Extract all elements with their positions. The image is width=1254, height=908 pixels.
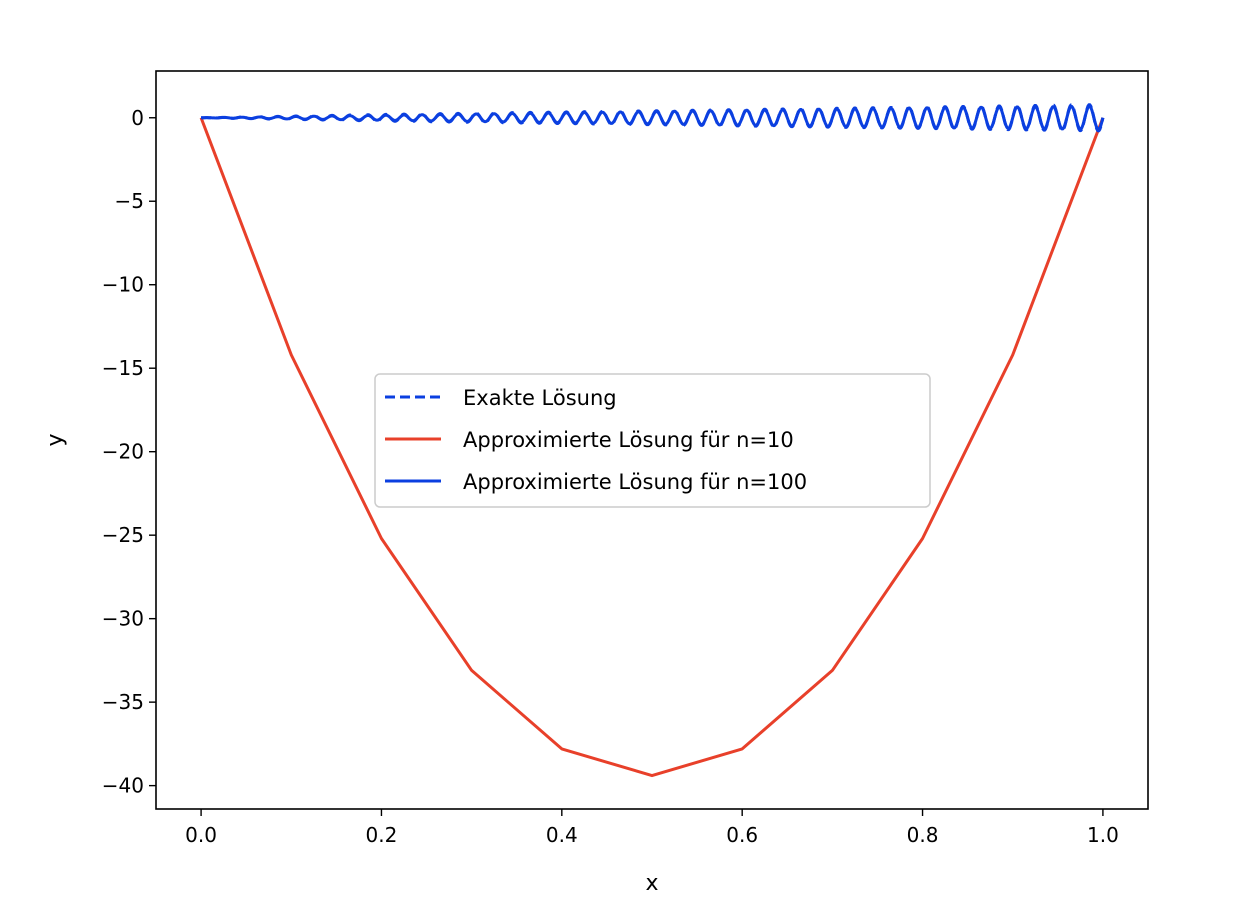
legend: Exakte Lösung Approximierte Lösung für n… xyxy=(374,373,931,508)
legend-label-n100: Approximierte Lösung für n=100 xyxy=(463,470,807,494)
y-tick-label: −5 xyxy=(115,189,144,213)
x-tick-label: 0.4 xyxy=(546,823,578,847)
y-axis-ticks: 0 −5 −10 −15 −20 −25 −30 −35 −40 xyxy=(102,106,156,798)
series-layer xyxy=(199,103,1105,778)
y-tick-label: −35 xyxy=(102,690,144,714)
y-tick-label: −10 xyxy=(102,273,144,297)
x-axis-label: x xyxy=(645,871,658,896)
y-tick-label: −30 xyxy=(102,607,144,631)
y-tick-label: −20 xyxy=(102,440,144,464)
y-tick-label: −25 xyxy=(102,523,144,547)
x-tick-label: 0.8 xyxy=(907,823,939,847)
approx-n10-line xyxy=(199,117,1105,778)
x-tick-label: 1.0 xyxy=(1087,823,1119,847)
x-tick-label: 0.6 xyxy=(726,823,758,847)
y-axis-label: y xyxy=(43,433,68,446)
y-tick-label: 0 xyxy=(131,106,144,130)
approx-n100-line xyxy=(200,104,1105,131)
x-tick-label: 0.0 xyxy=(185,823,217,847)
x-tick-label: 0.2 xyxy=(366,823,398,847)
legend-box xyxy=(374,373,931,508)
y-tick-label: −40 xyxy=(102,774,144,798)
legend-label-exact: Exakte Lösung xyxy=(463,386,617,410)
y-tick-label: −15 xyxy=(102,356,144,380)
x-axis-ticks: 0.0 0.2 0.4 0.6 0.8 1.0 xyxy=(185,809,1119,847)
plot-frame xyxy=(155,70,1149,810)
legend-label-n10: Approximierte Lösung für n=10 xyxy=(463,428,794,452)
